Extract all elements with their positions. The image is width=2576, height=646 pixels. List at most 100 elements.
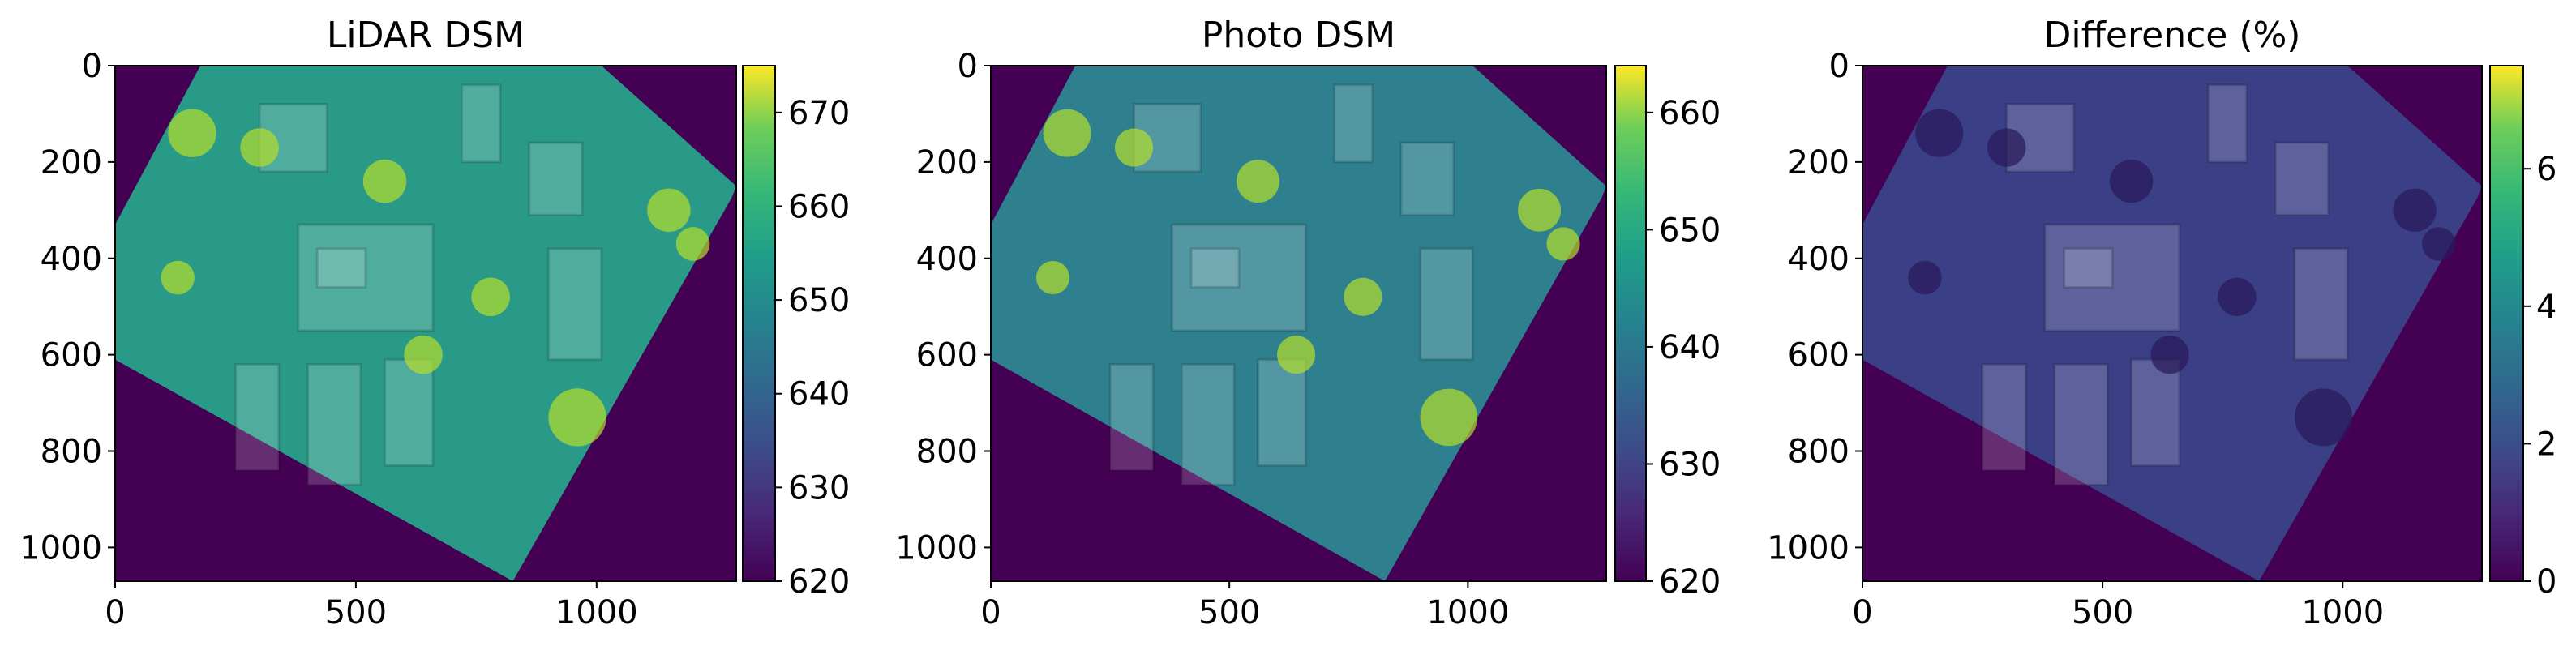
colorbar xyxy=(1614,65,1647,582)
y-tick-label: 0 xyxy=(82,48,102,85)
tree xyxy=(1277,336,1316,374)
building xyxy=(2043,223,2181,332)
y-tick-label: 600 xyxy=(41,337,102,374)
building xyxy=(384,358,435,467)
x-tick-label: 0 xyxy=(105,594,125,631)
colorbar-tick-label: 4 xyxy=(2536,289,2557,326)
tree xyxy=(647,188,691,233)
colorbar xyxy=(742,65,776,582)
y-tick-label: 400 xyxy=(916,241,978,278)
panel-title: Difference (%) xyxy=(2044,15,2301,56)
colorbar-tick-label: 620 xyxy=(1659,563,1721,601)
y-tick-label: 400 xyxy=(41,241,102,278)
colorbar-tick-label: 6 xyxy=(2536,151,2557,188)
tree xyxy=(2393,188,2437,232)
x-tick-label: 0 xyxy=(980,594,1001,631)
building xyxy=(2293,247,2349,362)
building xyxy=(2063,247,2114,289)
tree xyxy=(362,159,407,203)
building xyxy=(297,223,435,332)
tree xyxy=(2150,335,2189,374)
tree xyxy=(2295,388,2353,447)
building xyxy=(2053,363,2109,486)
building xyxy=(1108,363,1155,472)
x-tick-label: 1000 xyxy=(2301,594,2384,631)
colorbar-tick-label: 0 xyxy=(2536,563,2557,601)
image-footprint xyxy=(115,66,736,581)
tree xyxy=(1344,277,1382,316)
tree xyxy=(471,277,510,317)
tree xyxy=(675,227,710,261)
tree xyxy=(1114,128,1154,167)
y-tick-label: 800 xyxy=(1788,434,1849,471)
image-footprint xyxy=(1862,66,2482,581)
tree xyxy=(1915,109,1964,157)
tree xyxy=(161,260,195,295)
building xyxy=(234,363,281,472)
y-tick-label: 0 xyxy=(958,48,978,85)
panel-title: Photo DSM xyxy=(1202,15,1395,56)
building xyxy=(1256,358,1307,467)
x-tick-label: 500 xyxy=(325,594,387,631)
image xyxy=(1862,66,2482,581)
tree xyxy=(1518,188,1562,232)
tree xyxy=(240,128,279,167)
image xyxy=(991,66,1606,581)
colorbar-tick-label: 660 xyxy=(788,188,850,225)
axes-frame xyxy=(114,65,737,582)
colorbar-tick-label: 640 xyxy=(1659,329,1721,366)
building xyxy=(306,363,362,486)
building xyxy=(1333,83,1374,164)
building xyxy=(1171,223,1307,332)
y-tick-label: 800 xyxy=(41,434,102,471)
tree xyxy=(1987,128,2026,167)
colorbar-tick-label: 630 xyxy=(788,469,850,507)
building xyxy=(1419,247,1474,362)
image-footprint xyxy=(991,66,1606,581)
colorbar-tick-label: 650 xyxy=(1659,212,1721,249)
image xyxy=(115,66,736,581)
building xyxy=(1180,363,1236,486)
building xyxy=(1981,363,2027,472)
y-tick-label: 200 xyxy=(916,144,978,182)
colorbar xyxy=(2489,65,2524,582)
x-tick-label: 500 xyxy=(2072,594,2133,631)
y-tick-label: 1000 xyxy=(19,529,102,567)
tree xyxy=(2110,160,2154,203)
tree xyxy=(2421,227,2456,261)
y-tick-label: 1000 xyxy=(895,529,978,567)
panel-title: LiDAR DSM xyxy=(327,15,525,56)
building xyxy=(1399,141,1455,216)
tree xyxy=(1546,227,1580,261)
y-tick-label: 400 xyxy=(1788,241,1849,278)
building xyxy=(2130,358,2181,467)
x-tick-label: 1000 xyxy=(1426,594,1509,631)
y-tick-label: 200 xyxy=(1788,144,1849,182)
colorbar-tick-label: 630 xyxy=(1659,446,1721,483)
y-tick-label: 1000 xyxy=(1767,529,1849,567)
building xyxy=(2206,83,2248,164)
tree xyxy=(1043,109,1091,157)
x-tick-label: 500 xyxy=(1198,594,1260,631)
building xyxy=(546,247,603,362)
building xyxy=(1189,247,1241,289)
axes-frame xyxy=(990,65,1607,582)
y-tick-label: 800 xyxy=(916,434,978,471)
x-tick-label: 0 xyxy=(1852,594,1872,631)
tree xyxy=(1035,260,1070,295)
building xyxy=(2274,141,2330,216)
tree xyxy=(1237,160,1279,203)
tree xyxy=(1420,388,1478,447)
y-tick-label: 600 xyxy=(916,337,978,374)
building xyxy=(315,247,367,289)
colorbar-tick-label: 660 xyxy=(1659,95,1721,132)
colorbar-tick-label: 640 xyxy=(788,376,850,413)
building xyxy=(528,141,584,216)
tree xyxy=(2218,277,2257,316)
x-tick-label: 1000 xyxy=(555,594,638,631)
y-tick-label: 0 xyxy=(1829,48,1849,85)
y-tick-label: 200 xyxy=(41,144,102,182)
tree xyxy=(1908,260,1942,295)
colorbar-tick-label: 670 xyxy=(788,95,850,132)
